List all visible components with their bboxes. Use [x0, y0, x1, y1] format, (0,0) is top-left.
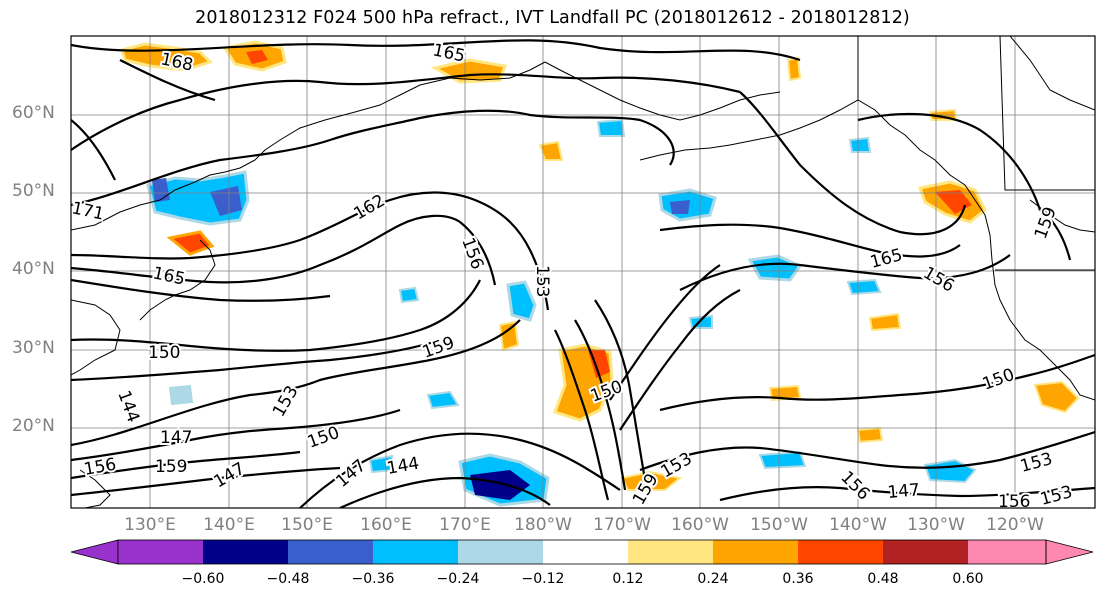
lat-label-30n: 30°N	[12, 338, 55, 358]
contour-label: 153	[1038, 482, 1075, 510]
negative-patch	[670, 200, 690, 214]
lon-label-150e: 150°E	[281, 515, 333, 535]
contour-label: 162	[351, 191, 389, 225]
lat-label-20n: 20°N	[12, 416, 55, 436]
colorbar-bin	[118, 540, 203, 564]
contour-label: 147	[211, 459, 249, 493]
contour-label: 147	[160, 428, 192, 448]
contour-label: 144	[385, 454, 420, 479]
positive-patch	[786, 56, 802, 82]
negative-patch	[368, 454, 397, 474]
contour-label: 156	[457, 235, 487, 272]
contour-label: 153	[532, 265, 552, 297]
contour-label: 159	[155, 457, 187, 477]
graticule	[71, 36, 1095, 508]
colorbar-tick-label: −0.12	[521, 571, 565, 587]
colorbar-bin	[883, 540, 968, 564]
contour-label: 165	[868, 245, 905, 273]
negative-patch	[596, 118, 626, 137]
lon-label-120w: 120°W	[986, 515, 1044, 535]
colorbar-tick-label: −0.24	[436, 571, 480, 587]
contour-label: 150	[980, 365, 1017, 395]
lon-label-160w: 160°W	[671, 515, 729, 535]
contour-label-layer: 168 165 171 162 165 156 153 150 159 144 …	[68, 38, 1077, 514]
contour-label: 144	[113, 388, 143, 425]
colorbar-bin	[798, 540, 883, 564]
contour-label: 156	[82, 455, 117, 480]
negative-patch	[210, 186, 242, 216]
negative-patch	[923, 458, 977, 484]
contour-label: 171	[70, 198, 106, 224]
contour-label: 156	[920, 263, 958, 297]
colorbar-tick-label: −0.48	[266, 571, 310, 587]
contour-label: 156	[998, 492, 1030, 512]
positive-patch	[868, 312, 902, 332]
positive-patch	[856, 426, 884, 444]
colorbar-tick-label: 0.24	[697, 571, 729, 587]
lon-label-170e: 170°E	[439, 515, 491, 535]
negative-patch	[688, 314, 713, 329]
negative-patch	[426, 390, 460, 410]
lon-label-180w: 180°W	[514, 515, 572, 535]
colorbar-extend-left	[70, 539, 119, 565]
lon-label-140w: 140°W	[829, 515, 887, 535]
negative-patch	[506, 280, 537, 322]
positive-patch	[620, 470, 683, 491]
negative-patch	[846, 278, 882, 296]
colorbar-bin	[968, 540, 1046, 564]
contour-label: 150	[148, 343, 180, 363]
positive-patch	[246, 50, 268, 64]
lon-label-130e: 130°E	[124, 515, 176, 535]
lat-label-40n: 40°N	[12, 259, 55, 279]
map-frame	[70, 35, 1096, 509]
positive-patch	[498, 320, 520, 352]
colorbar-bin	[288, 540, 373, 564]
negative-patch	[168, 384, 194, 406]
contour-label: 156	[836, 467, 873, 504]
coastlines	[71, 36, 1095, 508]
refractivity-contours	[71, 39, 1095, 508]
colorbar-bin	[543, 540, 628, 564]
lat-label-50n: 50°N	[12, 181, 55, 201]
colorbar-bin	[628, 540, 713, 564]
colorbar-tick-label: 0.48	[867, 571, 899, 587]
contour-label: 147	[887, 480, 921, 503]
colorbar-tick-label: −0.60	[181, 571, 225, 587]
negative-patch	[747, 254, 803, 282]
negative-patch	[470, 470, 530, 500]
colorbar-bin	[203, 540, 288, 564]
colorbar-tick-label: 0.12	[612, 571, 644, 587]
lon-label-160e: 160°E	[360, 515, 412, 535]
negative-patch	[398, 286, 420, 304]
contour-label: 165	[431, 40, 467, 66]
contour-label: 159	[1031, 204, 1061, 241]
ivt-anomaly-fills	[120, 40, 1080, 507]
colorbar-bin	[713, 540, 798, 564]
colorbar-bin	[458, 540, 543, 564]
colorbar-tick-label: −0.36	[351, 571, 395, 587]
positive-patch	[1033, 380, 1080, 414]
lon-label-170w: 170°W	[593, 515, 651, 535]
positive-patch	[935, 190, 972, 214]
map-title: 2018012312 F024 500 hPa refract., IVT La…	[195, 8, 910, 28]
colorbar-tick-label: 0.36	[782, 571, 814, 587]
colorbar-bin	[373, 540, 458, 564]
positive-patch	[768, 384, 802, 402]
contour-label: 159	[420, 333, 457, 363]
lon-label-150w: 150°W	[750, 515, 808, 535]
lat-label-60n: 60°N	[12, 103, 55, 123]
colorbar-extend-right	[1045, 539, 1094, 565]
negative-patch	[848, 136, 872, 153]
positive-patch	[166, 230, 215, 256]
colorbar	[70, 539, 1094, 565]
negative-patch	[758, 450, 807, 470]
colorbar-tick-label: 0.60	[952, 571, 984, 587]
contour-label: 165	[151, 263, 187, 289]
colorbar-outline	[117, 539, 1047, 565]
lon-label-130w: 130°W	[907, 515, 965, 535]
lon-label-140e: 140°E	[203, 515, 255, 535]
